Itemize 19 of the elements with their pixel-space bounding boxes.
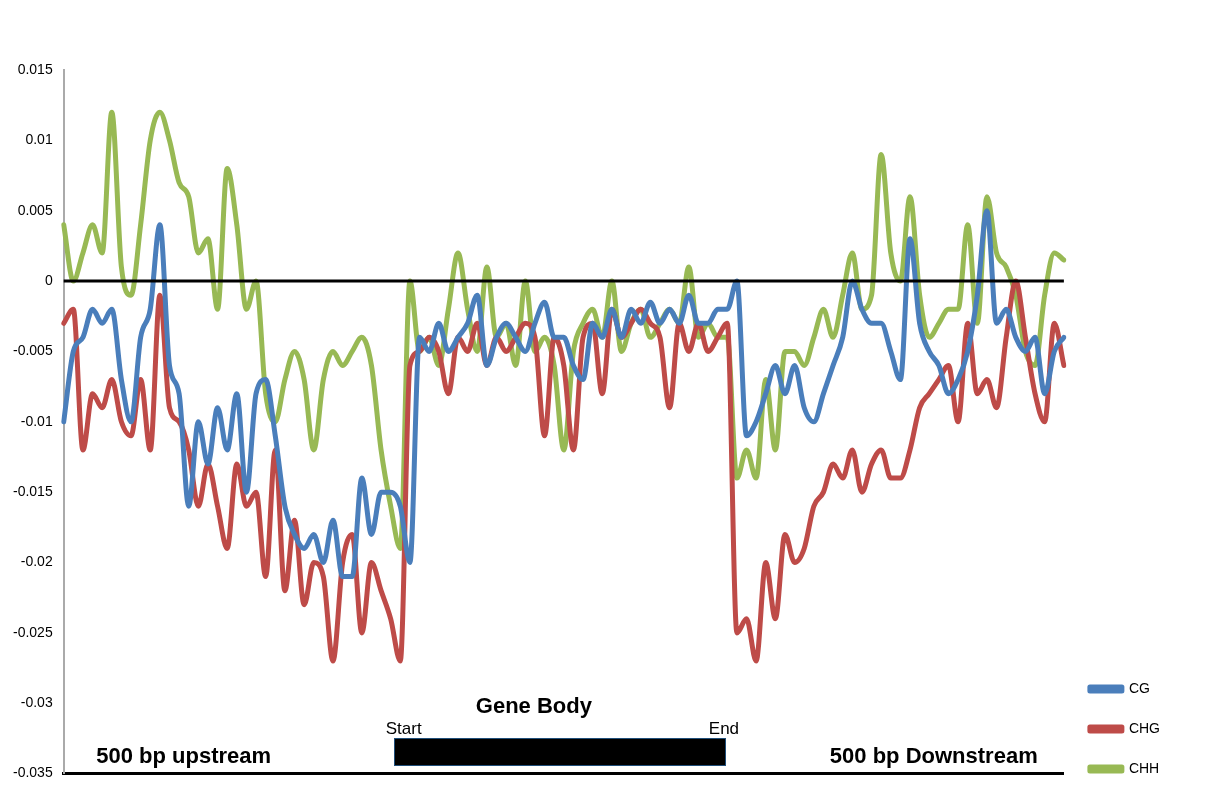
y-tick-label: -0.015 xyxy=(12,483,53,500)
annotation: 500 bp Downstream xyxy=(829,742,1038,769)
y-tick-label: 0.005 xyxy=(17,201,53,218)
y-tick-label: -0.02 xyxy=(20,553,53,570)
y-tick-label: 0 xyxy=(44,271,53,288)
annotation: End xyxy=(708,718,740,739)
y-tick-label: 0.015 xyxy=(17,60,53,77)
legend-label: CHH xyxy=(1128,759,1160,776)
legend-label: CG xyxy=(1128,679,1150,696)
annotation: Start xyxy=(385,718,422,739)
legend-label: CHG xyxy=(1128,719,1161,736)
y-tick-label: -0.03 xyxy=(20,694,53,711)
y-tick-label: -0.005 xyxy=(12,342,53,359)
annotation: 500 bp upstream xyxy=(96,742,272,769)
annotation: Gene Body xyxy=(475,692,592,719)
y-tick-label: 0.01 xyxy=(25,131,53,148)
y-tick-label: -0.01 xyxy=(20,412,53,429)
y-tick-label: -0.035 xyxy=(12,764,53,781)
y-tick-label: -0.025 xyxy=(12,623,53,640)
